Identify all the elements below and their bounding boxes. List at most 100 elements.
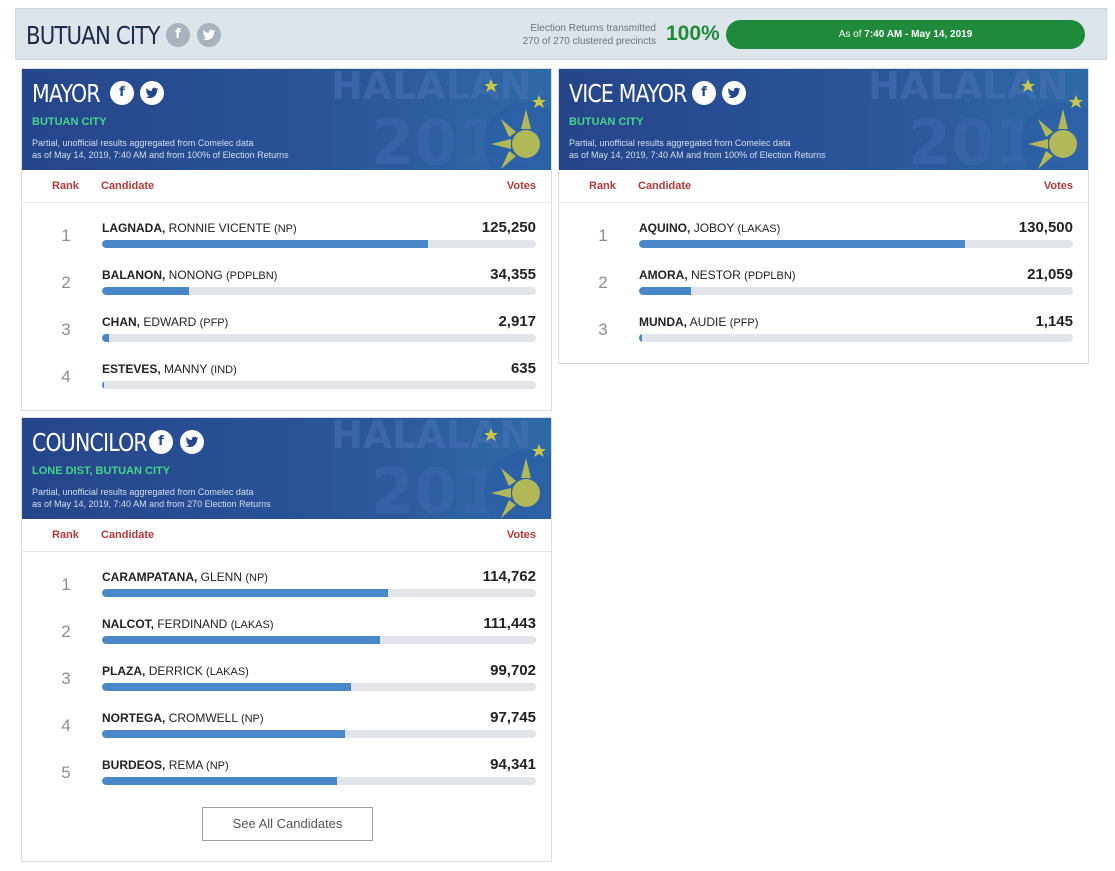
candidate-first-name: REMA [168,758,203,772]
vote-share-bar-track [102,777,536,785]
vote-share-bar-track [102,287,536,295]
facebook-share-icon[interactable]: f [149,430,173,454]
svg-text:HALALAN: HALALAN [868,69,1068,108]
vote-share-bar-fill [102,287,189,295]
candidate-header: Candidate [101,529,155,541]
candidate-last-name: LAGNADA, [102,221,166,235]
vote-share-bar-track [639,240,1073,248]
candidate-list: 1 LAGNADA, RONNIE VICENTE (NP) 125,250 2 BAL… [22,203,551,399]
votes-header: Votes [1043,180,1073,192]
candidate-rank: 3 [61,669,71,688]
candidate-party: (LAKAS) [206,666,249,678]
candidate-rank: 2 [61,273,71,292]
candidate-votes: 99,702 [490,662,536,679]
candidate-party: (IND) [210,364,237,376]
candidate-party: (NP) [240,713,264,725]
vote-share-bar-fill [102,777,338,785]
candidate-rank: 1 [598,226,608,245]
candidate-row: 2 NALCOT, FERDINAND (LAKAS) 111,443 [22,607,551,654]
candidate-row: 2 AMORA, NESTOR (PDPLBN) 21,059 [559,258,1088,305]
candidate-name: CARAMPATANA, GLENN (NP) [102,570,268,584]
page-title: BUTUAN CITY [26,21,160,50]
votes-header: Votes [506,180,536,192]
candidate-rank: 5 [61,763,71,782]
card-title: VICE MAYOR [569,79,687,108]
candidate-row: 1 AQUINO, JOBOY (LAKAS) 130,500 [559,211,1088,258]
er-percent: 100% [666,22,720,45]
candidate-row: 1 LAGNADA, RONNIE VICENTE (NP) 125,250 [22,211,551,258]
facebook-share-icon[interactable]: f [166,23,190,47]
candidate-header: Candidate [101,180,155,192]
twitter-share-icon[interactable] [197,23,221,47]
candidate-name: BURDEOS, REMA (NP) [102,758,229,772]
candidate-name: CHAN, EDWARD (PFP) [102,315,228,329]
candidate-list: 1 CARAMPATANA, GLENN (NP) 114,762 2 NALCOT, … [22,552,551,795]
candidate-votes: 635 [510,360,536,377]
candidate-party: (NP) [245,572,268,584]
mayor-results-card: HALALAN 2019 MAYOR f BUTUAN CITY Partial… [21,68,552,411]
rank-header: Rank [52,529,79,541]
card-title: COUNCILOR [32,428,148,457]
card-title: MAYOR [32,79,101,108]
twitter-share-icon[interactable] [722,81,746,105]
vote-share-bar-track [102,240,536,248]
as-of-timestamp-pill: As of 7:40 AM - May 14, 2019 [726,20,1085,49]
vote-share-bar-track [102,589,536,597]
note-line1: Partial, unofficial results aggregated f… [569,138,791,148]
facebook-share-icon[interactable]: f [110,81,134,105]
rank-header: Rank [589,180,616,192]
candidate-last-name: BALANON, [102,268,166,282]
candidate-votes: 97,745 [490,709,536,726]
note-line2: as of May 14, 2019, 7:40 AM and from 100… [32,150,289,160]
candidate-rank: 1 [61,226,71,245]
candidate-votes: 34,355 [490,266,536,283]
candidate-first-name: EDWARD [143,315,197,329]
twitter-share-icon[interactable] [140,81,164,105]
column-header: Rank Candidate Votes [559,170,1088,203]
candidate-name: AQUINO, JOBOY (LAKAS) [639,221,780,235]
candidate-first-name: MANNY [164,362,208,376]
vote-share-bar-fill [102,730,346,738]
er-status-line1: Election Returns transmitted [530,23,656,34]
candidate-name: LAGNADA, RONNIE VICENTE (NP) [102,221,297,235]
vote-share-bar-fill [639,334,643,342]
note-line2: as of May 14, 2019, 7:40 AM and from 270… [32,499,271,509]
vote-share-bar-track [102,683,536,691]
councilor-banner: HALALAN 2019 COUNCILOR f LONE DIST, BUTU… [22,418,551,519]
candidate-first-name: CROMWELL [168,711,238,725]
candidate-row: 1 CARAMPATANA, GLENN (NP) 114,762 [22,560,551,607]
facebook-share-icon[interactable]: f [692,81,716,105]
candidate-row: 5 BURDEOS, REMA (NP) 94,341 [22,748,551,795]
candidate-votes: 1,145 [1035,313,1073,330]
candidate-name: NORTEGA, CROMWELL (NP) [102,711,264,725]
note-line2: as of May 14, 2019, 7:40 AM and from 100… [569,150,826,160]
candidate-votes: 21,059 [1027,266,1073,283]
twitter-share-icon[interactable] [180,430,204,454]
vote-share-bar-track [102,636,536,644]
vote-share-bar-fill [102,589,389,597]
candidate-party: (PDPLBN) [744,270,796,282]
candidate-name: AMORA, NESTOR (PDPLBN) [639,268,796,282]
see-all-candidates-button[interactable]: See All Candidates [202,807,373,841]
candidate-header: Candidate [638,180,692,192]
candidate-last-name: CARAMPATANA, [102,570,198,584]
candidate-party: (LAKAS) [230,619,274,631]
candidate-last-name: CHAN, [102,315,140,329]
candidate-last-name: ESTEVES, [102,362,161,376]
card-note: Partial, unofficial results aggregated f… [569,137,889,161]
candidate-last-name: NALCOT, [102,617,154,631]
candidate-row: 2 BALANON, NONONG (PDPLBN) 34,355 [22,258,551,305]
column-header: Rank Candidate Votes [22,519,551,552]
candidate-party: (LAKAS) [737,223,781,235]
candidate-name: MUNDA, AUDIE (PFP) [639,315,758,329]
vote-share-bar-fill [102,683,351,691]
candidate-first-name: FERDINAND [157,617,228,631]
candidate-first-name: GLENN [200,570,243,584]
candidate-rank: 1 [61,575,71,594]
column-header: Rank Candidate Votes [22,170,551,203]
vote-share-bar-fill [102,381,105,389]
candidate-row: 3 PLAZA, DERRICK (LAKAS) 99,702 [22,654,551,701]
vote-share-bar-fill [639,287,692,295]
candidate-first-name: DERRICK [148,664,203,678]
card-location: LONE DIST, BUTUAN CITY [32,465,171,477]
